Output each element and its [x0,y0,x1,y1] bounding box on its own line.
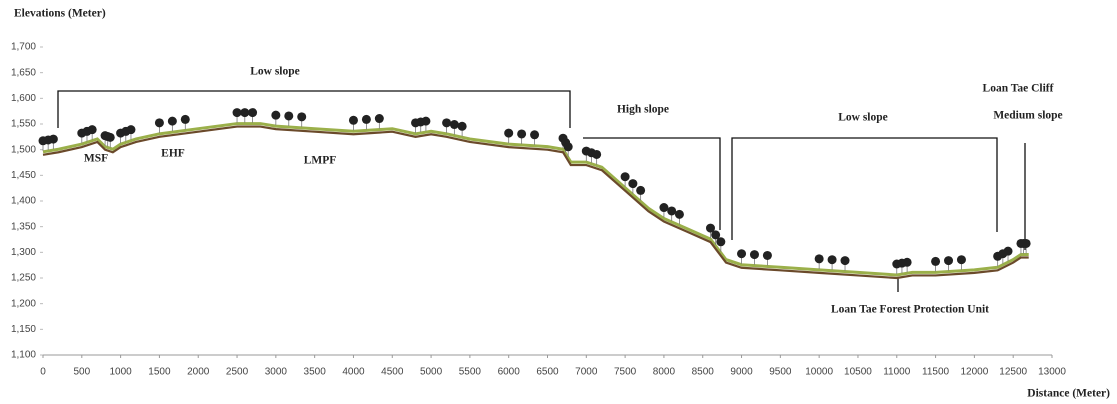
elevation-line [43,127,1029,278]
y-tick-label: 1,600 [11,93,36,104]
tree-crown [628,179,637,188]
tree-crown [248,108,257,117]
x-tick-label: 12000 [960,367,988,378]
tree-crown [181,115,190,124]
annotation: LMPF [304,155,337,167]
y-tick-label: 1,550 [11,119,36,130]
annotation: EHF [161,148,185,160]
x-tick-label: 500 [73,367,90,378]
tree-crown [126,125,135,134]
x-tick-label: 5000 [420,367,443,378]
tree-crown [362,115,371,124]
x-tick-label: 9000 [730,367,753,378]
tree-crown [504,129,513,138]
x-tick-label: 6500 [536,367,559,378]
x-tick-label: 8000 [653,367,676,378]
annotation: Loan Tae Cliff [983,83,1054,95]
tree-crown [931,257,940,266]
tree-crown [737,249,746,258]
tree-crown [421,117,430,126]
tree-crown [621,172,630,181]
tree-crown [284,111,293,120]
x-tick-label: 11000 [883,367,911,378]
tree-crown [233,108,242,117]
x-tick-label: 11500 [922,367,950,378]
x-tick-label: 9500 [769,367,792,378]
tree-crown [564,142,573,151]
tree-crown [297,112,306,121]
tree-crown [592,150,601,159]
annotation: Low slope [838,112,888,124]
x-tick-label: 4000 [342,367,365,378]
x-tick-label: 3500 [304,367,327,378]
tree-crown [458,122,467,131]
y-tick-label: 1,700 [11,42,36,53]
x-axis-title: Distance (Meter) [1027,388,1110,400]
y-tick-label: 1,250 [11,273,36,284]
tree-crown [168,117,177,126]
tree-crown [450,120,459,129]
x-tick-label: 0 [40,367,46,378]
y-tick-label: 1,300 [11,247,36,258]
tree-crown [49,135,58,144]
annotation: MSF [84,153,108,165]
y-tick-label: 1,400 [11,196,36,207]
x-tick-label: 2000 [187,367,210,378]
tree-crown [88,125,97,134]
x-tick-label: 4500 [381,367,404,378]
annotation: Low slope [250,66,300,78]
tree-crown [763,251,772,260]
chart: Elevations (Meter) Distance (Meter) 1,10… [0,0,1117,404]
tree-crown [1004,247,1013,256]
tree-crown [240,108,249,117]
x-tick-label: 10500 [844,367,872,378]
annotation: Medium slope [993,110,1062,122]
x-tick-label: 7500 [614,367,637,378]
x-tick-label: 8500 [692,367,715,378]
x-tick-label: 3000 [265,367,288,378]
tree-crown [957,255,966,264]
x-tick-label: 10000 [805,367,833,378]
y-tick-label: 1,350 [11,221,36,232]
tree-crown [349,116,358,125]
tree-crown [442,118,451,127]
y-tick-label: 1,650 [11,67,36,78]
y-tick-label: 1,500 [11,144,36,155]
tree-crown [517,129,526,138]
annotation: Loan Tae Forest Protection Unit [831,304,989,316]
tree-crown [530,130,539,139]
tree-crown [375,114,384,123]
x-tick-label: 5500 [459,367,482,378]
tree-crown [667,206,676,215]
tree-crown [106,133,115,142]
tree-crown [271,111,280,120]
tree-crown [828,255,837,264]
ground-cover [43,124,1029,275]
tree-crown [659,203,668,212]
tree-crown [636,186,645,195]
tree-crown [750,250,759,259]
tree-crown [841,256,850,265]
x-tick-label: 13000 [1038,367,1066,378]
y-tick-label: 1,150 [11,324,36,335]
y-tick-label: 1,200 [11,298,36,309]
tree-crown [675,210,684,219]
tree-crown [1022,239,1031,248]
x-tick-label: 12500 [999,367,1027,378]
annotation: High slope [617,104,669,116]
tree-crown [716,237,725,246]
x-tick-label: 1000 [109,367,132,378]
tree-crown [903,258,912,267]
x-tick-label: 2500 [226,367,249,378]
y-tick-label: 1,100 [11,350,36,361]
x-tick-label: 1500 [148,367,171,378]
tree-crown [944,256,953,265]
tree-crown [155,118,164,127]
y-tick-label: 1,450 [11,170,36,181]
x-tick-label: 6000 [498,367,521,378]
tree-crown [815,254,824,263]
y-axis-title: Elevations (Meter) [14,8,106,20]
x-tick-label: 7000 [575,367,598,378]
